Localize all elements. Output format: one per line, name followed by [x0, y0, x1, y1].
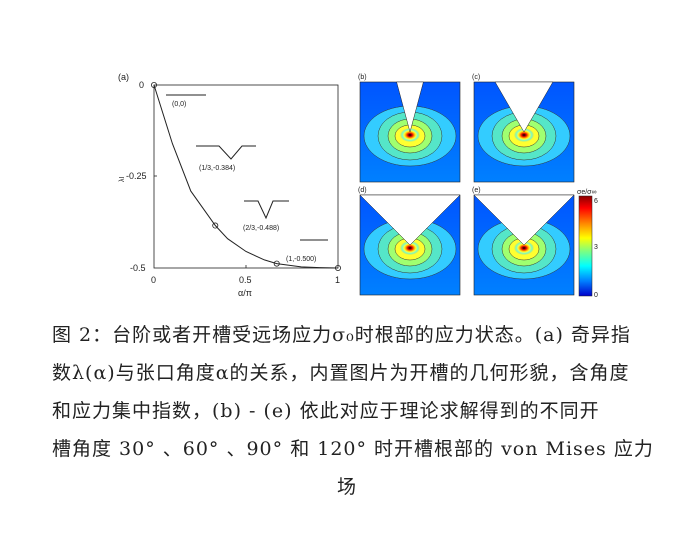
colorbar-tick-0: 6 — [594, 198, 598, 205]
panel-a-frame — [153, 84, 339, 269]
contour-panel-2: (c) — [472, 74, 575, 183]
notch-1 — [396, 81, 424, 133]
panel-a-label: (a) — [118, 72, 129, 82]
xtick-0: 0 — [151, 275, 156, 285]
contour-label-1: (b) — [358, 74, 367, 81]
figure-caption: 图 2：台阶或者开槽受远场应力σ₀时根部的应力状态。(a) 奇异指 数λ(α)与… — [52, 316, 654, 506]
caption-line-5: 场 — [336, 476, 357, 498]
annotation-0: (0,0) — [172, 101, 186, 108]
ytick-0: 0 — [139, 80, 144, 90]
caption-line-2: 数λ(α)与张口角度α的关系，内置图片为开槽的几何形貌，含角度 — [52, 362, 630, 384]
contour-label-2: (c) — [472, 74, 480, 81]
colorbar-title: σe/σ∞ — [577, 189, 596, 196]
contour-hotspot-2 — [514, 128, 534, 142]
series-markers — [150, 82, 341, 271]
panel-a: (a) 0 -0.25 -0.5 λI 0 0.5 1 α/π (0,0) (1… — [118, 72, 341, 298]
contour-hotspot-3 — [400, 241, 420, 255]
ytick-1: -0.25 — [126, 171, 147, 181]
caption-line-4: 槽角度 30° 、60° 、90° 和 120° 时开槽根部的 von Mise… — [52, 438, 654, 460]
notch-2 — [494, 81, 554, 133]
marker-3 — [334, 264, 341, 271]
xtick-2: 1 — [335, 275, 340, 285]
contour-label-3: (d) — [358, 187, 367, 194]
marker-0 — [150, 82, 157, 89]
colorbar-tick-2: 0 — [594, 292, 598, 299]
contour-hotspot-1 — [400, 128, 420, 142]
annotation-1: (1/3,-0.384) — [199, 165, 235, 172]
contour-panel-4: (e) — [472, 187, 575, 296]
contour-panel-3: (d) — [358, 187, 461, 296]
caption-line-1: 图 2：台阶或者开槽受远场应力σ₀时根部的应力状态。(a) 奇异指 — [52, 324, 631, 346]
contour-panel-1: (b) — [358, 74, 461, 183]
figure-svg: (a) 0 -0.25 -0.5 λI 0 0.5 1 α/π (0,0) (1… — [118, 72, 598, 299]
figure: (a) 0 -0.25 -0.5 λI 0 0.5 1 α/π (0,0) (1… — [118, 72, 598, 299]
inset-notch-1 — [196, 145, 256, 160]
colorbar: σe/σ∞ 6 3 0 — [577, 189, 598, 299]
notch-3 — [359, 194, 461, 246]
inset-notch-2 — [244, 200, 289, 220]
marker-1 — [212, 222, 219, 229]
ylabel: λI — [119, 177, 126, 183]
xlabel: α/π — [238, 288, 252, 298]
contour-panels: (b) (c) (d) (e) — [358, 74, 575, 296]
series-line — [153, 84, 339, 269]
colorbar-bar — [578, 195, 593, 297]
annotation-3: (1,-0.500) — [286, 256, 316, 263]
notch-4 — [473, 194, 575, 246]
contour-label-4: (e) — [472, 187, 481, 194]
marker-2 — [273, 260, 280, 267]
colorbar-tick-1: 3 — [594, 244, 598, 251]
caption-line-3: 和应力集中指数，(b) - (e) 依此对应于理论求解得到的不同开 — [52, 400, 600, 422]
xtick-1: 0.5 — [239, 275, 252, 285]
ytick-2: -0.5 — [130, 263, 146, 273]
contour-hotspot-4 — [514, 241, 534, 255]
annotation-2: (2/3,-0.488) — [243, 225, 279, 232]
